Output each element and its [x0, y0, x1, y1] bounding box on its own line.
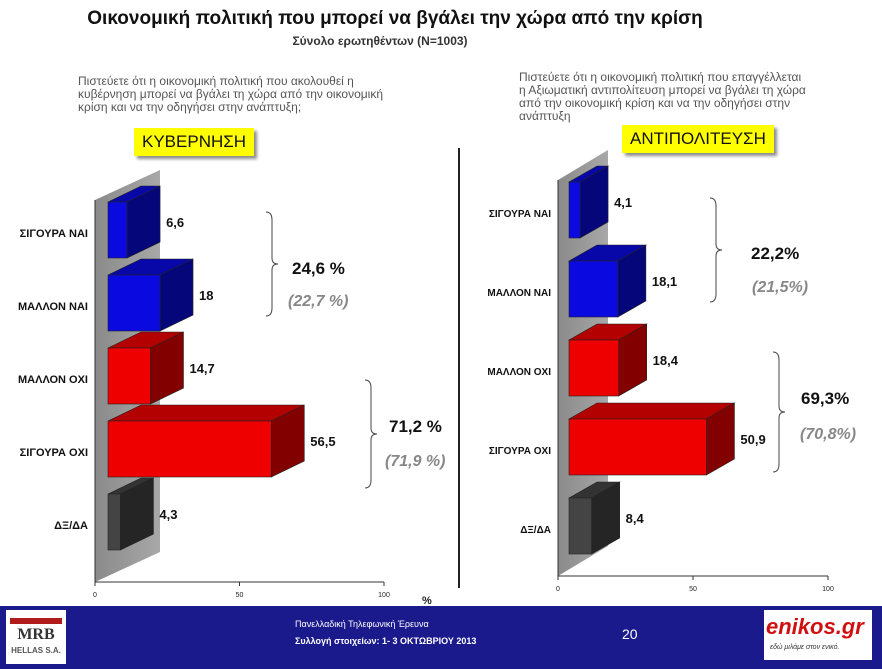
left-value-label: 56,5 [310, 434, 335, 449]
right-x-ticks: 0 50 100 [556, 576, 834, 593]
right-bar-front [568, 260, 619, 318]
left-bar-2 [107, 258, 194, 332]
right-value-label: 4,1 [614, 195, 632, 210]
left-tick-label: 0 [93, 592, 97, 599]
left-bars [107, 185, 305, 551]
left-bar-4 [107, 404, 305, 478]
left-category-label: ΜΑΛΛΟΝ ΝΑΙ [18, 301, 88, 313]
mrb-logo: MRB HELLAS S.A. [6, 610, 66, 664]
right-question: Πιστεύετε ότι η οικονομική πολιτική που … [519, 71, 859, 123]
left-question: Πιστεύετε ότι η οικονομική πολιτική που … [78, 75, 438, 114]
right-question-line: Πιστεύετε ότι η οικονομική πολιτική που … [519, 70, 802, 84]
footer-survey: Πανελλαδική Τηλεφωνική Έρευνα [295, 619, 429, 629]
right-bar-front [568, 339, 619, 397]
left-bar-front [107, 493, 121, 551]
right-category-labels: ΣΙΓΟΥΡΑ ΝΑΙ ΜΑΛΛΟΝ ΝΑΙ ΜΑΛΛΟΝ ΟΧΙ ΣΙΓΟΥΡΑ Ο… [487, 209, 551, 536]
left-yes-brace [265, 211, 279, 317]
left-bar-front [107, 201, 128, 259]
right-bar-2 [567, 244, 647, 318]
right-category-label: ΜΑΛΛΟΝ ΝΑΙ [487, 288, 551, 299]
right-value-label: 18,1 [652, 274, 677, 289]
left-bar-front [107, 420, 272, 478]
left-value-label: 14,7 [189, 361, 214, 376]
right-tick-label: 100 [822, 586, 834, 593]
left-bar-5 [107, 477, 154, 551]
right-bars [567, 165, 736, 555]
left-category-label: ΣΙΓΟΥΡΑ ΟΧΙ [20, 447, 88, 459]
right-category-label: ΔΞ/ΔΑ [520, 525, 551, 536]
right-no-brace [772, 351, 786, 473]
right-value-label: 8,4 [626, 511, 645, 526]
government-badge: ΚΥΒΕΡΝΗΣΗ [134, 128, 255, 156]
right-category-label: ΣΙΓΟΥΡΑ ΟΧΙ [489, 446, 551, 457]
right-tick-label: 0 [556, 586, 560, 593]
enikos-logo: enikos.gr εδώ μιλάμε στον ενικό. [764, 610, 872, 660]
left-bar-3 [107, 331, 184, 405]
left-no-brace [364, 379, 378, 489]
page-title: Οικονομική πολιτική που μπορεί να βγάλει… [87, 8, 703, 29]
left-category-label: ΔΞ/ΔΑ [54, 520, 88, 532]
mrb-logo-subtext: HELLAS S.A. [11, 646, 61, 655]
right-value-label: 50,9 [740, 432, 765, 447]
left-category-label: ΜΑΛΛΟΝ ΟΧΙ [18, 374, 88, 386]
left-x-ticks: 0 50 100 [93, 582, 390, 599]
right-value-label: 18,4 [653, 353, 679, 368]
footer-dates: Συλλογή στοιχείων: 1- 3 ΟΚΤΩΒΡΙΟΥ 2013 [295, 636, 477, 646]
enikos-logo-text: enikos.gr [766, 614, 864, 639]
left-category-labels: ΣΙΓΟΥΡΑ ΝΑΙ ΜΑΛΛΟΝ ΝΑΙ ΜΑΛΛΟΝ ΟΧΙ ΣΙΓΟΥΡΑ Ο… [18, 228, 88, 532]
panel-divider [458, 148, 460, 588]
right-question-line: από την οικονομική κρίση και να την οδηγ… [519, 96, 791, 110]
right-bar-front [568, 418, 707, 476]
left-bar-front [107, 347, 151, 405]
left-value-label: 6,6 [166, 215, 184, 230]
left-question-line: κρίση και να την οδηγήσει στην ανάπτυξη; [78, 100, 302, 114]
right-yes-previous: (21,5%) [752, 279, 808, 296]
right-category-label: ΜΑΛΛΟΝ ΟΧΙ [487, 367, 551, 378]
right-question-line: η Αξιωματική αντιπολίτευση μπορεί να βγά… [519, 83, 806, 97]
enikos-logo-tagline: εδώ μιλάμε στον ενικό. [770, 644, 840, 651]
right-no-total: 69,3% [801, 389, 849, 408]
opposition-badge: ΑΝΤΙΠΟΛΙΤΕΥΣΗ [622, 125, 774, 153]
left-no-total: 71,2 % [389, 417, 442, 436]
right-bar-1 [567, 165, 610, 239]
right-bar-top [567, 402, 736, 420]
right-yes-total: 22,2% [751, 244, 799, 263]
left-value-label: 18 [199, 288, 213, 303]
left-value-label: 4,3 [159, 507, 177, 522]
right-yes-brace [709, 197, 723, 303]
right-question-line: ανάπτυξη [519, 109, 571, 123]
right-bar-3 [567, 323, 648, 397]
right-bar-4 [567, 402, 736, 476]
footer: MRB HELLAS S.A. Πανελλαδική Τηλεφωνική Έ… [0, 606, 882, 669]
left-bar-1 [107, 185, 161, 259]
left-no-previous: (71,9 %) [385, 453, 445, 470]
percent-sign: % [422, 595, 432, 606]
left-category-label: ΣΙΓΟΥΡΑ ΝΑΙ [20, 228, 88, 240]
left-tick-label: 100 [378, 592, 390, 599]
left-question-line: Πιστεύετε ότι η οικονομική πολιτική που … [78, 74, 354, 88]
right-bar-front [568, 181, 581, 239]
right-category-label: ΣΙΓΟΥΡΑ ΝΑΙ [489, 209, 551, 220]
right-value-labels: 4,1 18,1 18,4 50,9 8,4 [614, 195, 766, 526]
right-no-previous: (70,8%) [800, 426, 856, 443]
mrb-logo-bar [10, 618, 62, 624]
left-tick-label: 50 [236, 592, 244, 599]
left-bar-top [107, 404, 305, 422]
left-question-line: κυβέρνηση μπορεί να βγάλει τη χώρα από τ… [78, 87, 384, 101]
right-bar-5 [567, 481, 621, 555]
right-tick-label: 50 [689, 586, 697, 593]
left-yes-previous: (22,7 %) [288, 293, 348, 310]
left-yes-total: 24,6 % [292, 259, 345, 278]
mrb-logo-text: MRB [17, 626, 55, 643]
left-value-labels: 6,6 18 14,7 56,5 4,3 [159, 215, 335, 522]
page-subtitle: Σύνολο ερωτηθέντων (N=1003) [292, 34, 468, 48]
left-bar-front [107, 274, 161, 332]
page-number: 20 [622, 626, 638, 642]
right-bar-front [568, 497, 592, 555]
